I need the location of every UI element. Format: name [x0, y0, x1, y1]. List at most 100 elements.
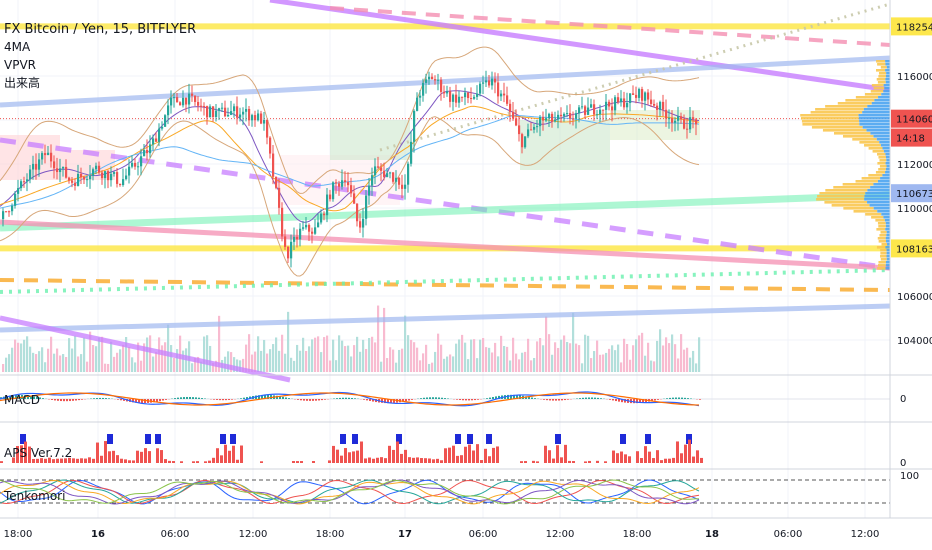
candle-body	[614, 97, 617, 111]
indicator-legend-vpvr[interactable]: VPVR	[4, 58, 36, 72]
volume-bar	[626, 344, 629, 372]
volume-bar	[467, 359, 470, 372]
candle-body	[314, 227, 317, 234]
volume-bar	[452, 356, 455, 372]
candle-body	[104, 171, 107, 179]
macd-histogram-bar	[555, 399, 557, 401]
candle-body	[539, 116, 542, 127]
volume-bar	[17, 342, 20, 372]
vpvr-bar	[877, 222, 886, 225]
macd-histogram-bar	[669, 397, 671, 399]
aps-bar	[64, 458, 67, 463]
price-tick-label: 1060000	[897, 292, 932, 303]
volume-bar	[383, 307, 386, 372]
price-axis[interactable]: 1160000114000011200001100000106000010400…	[891, 17, 932, 347]
candle-body	[230, 111, 233, 115]
candle-body	[521, 134, 524, 148]
aps-pane[interactable]	[0, 434, 703, 463]
macd-label[interactable]: MACD	[4, 393, 40, 407]
vpvr-bar	[883, 84, 890, 87]
candle-body	[89, 175, 92, 180]
vpvr-bar	[886, 231, 890, 234]
macd-histogram-bar	[609, 399, 611, 400]
candle-body	[290, 241, 293, 259]
indicator-legend-volume[interactable]: 出来高	[4, 75, 40, 90]
volume-bar	[275, 337, 278, 372]
volume-bar	[488, 347, 491, 372]
aps-bar	[196, 461, 199, 463]
time-tick-label: 18:00	[623, 529, 652, 540]
tenkomori-label[interactable]: Tenkomori	[3, 489, 65, 503]
tenkomori-pane[interactable]	[0, 479, 890, 505]
aps-bar	[372, 458, 375, 463]
volume-bar	[158, 337, 161, 372]
aps-bar	[96, 442, 99, 463]
indicator-legend-4ma[interactable]: 4MA	[4, 40, 31, 54]
macd-histogram-bar	[99, 397, 101, 399]
candle-body	[206, 106, 209, 118]
candle-body	[431, 76, 434, 80]
volume-bar	[299, 350, 302, 372]
macd-histogram-bar	[339, 397, 341, 399]
candle-body	[347, 182, 350, 186]
macd-histogram-bar	[69, 399, 71, 402]
macd-histogram-bar	[183, 397, 185, 399]
aps-bar	[644, 446, 647, 463]
aps-bar	[36, 458, 39, 463]
aps-bar	[300, 461, 303, 463]
volume-bar	[581, 363, 584, 372]
time-tick-label: 12:00	[239, 529, 268, 540]
macd-histogram-bar	[336, 398, 338, 399]
volume-bar	[440, 344, 443, 372]
volume-bar	[206, 335, 209, 372]
volume-bar	[212, 362, 215, 372]
candle-body	[326, 194, 329, 216]
aps-label[interactable]: APS Ver.7.2	[4, 446, 72, 460]
volume-bar	[56, 348, 59, 372]
volume-bar	[536, 341, 539, 372]
macd-histogram-bar	[240, 398, 242, 399]
candle-body	[476, 93, 479, 97]
macd-histogram-bar	[468, 399, 470, 401]
candle-body	[596, 114, 599, 116]
candle-body	[512, 111, 515, 119]
macd-histogram-bar	[561, 399, 563, 401]
volume-bar	[47, 348, 50, 372]
candle-body	[515, 118, 518, 126]
aps-bar	[420, 458, 423, 463]
volume-bar	[359, 351, 362, 372]
candle-body	[368, 185, 371, 196]
macd-histogram-bar	[138, 399, 140, 403]
aps-bar	[80, 458, 83, 463]
aps-bar	[428, 458, 431, 463]
candle-body	[296, 236, 299, 240]
vpvr-bar	[855, 96, 879, 99]
macd-pane[interactable]	[0, 391, 890, 407]
macd-histogram-bar	[528, 396, 530, 399]
vpvr-bar	[886, 72, 890, 75]
price-tick-label: 1100000	[897, 204, 932, 215]
vpvr-bar	[881, 93, 890, 96]
candle-body	[416, 97, 419, 111]
candle-body	[32, 163, 35, 170]
volume-bar	[236, 359, 239, 372]
aps-bar	[100, 455, 103, 463]
vpvr-bar	[801, 120, 860, 123]
macd-histogram-bar	[444, 398, 446, 399]
candle-body	[653, 103, 656, 106]
aps-bar	[356, 450, 359, 463]
time-tick-label: 17	[398, 529, 412, 540]
macd-histogram-bar	[75, 399, 77, 401]
volume-bar	[647, 342, 650, 372]
vpvr-bar	[887, 243, 890, 246]
candle-body	[224, 107, 227, 117]
volume-bar	[605, 352, 608, 372]
vpvr-bar	[879, 141, 890, 144]
candle-body	[494, 78, 497, 83]
candle-body	[599, 109, 602, 115]
vpvr-bar	[876, 69, 886, 72]
aps-bar	[260, 461, 263, 463]
candle-body	[131, 162, 134, 167]
time-axis[interactable]: 18:00 16 06:00 12:00 18:00 17 06:00 12:00 18:00 1…	[4, 529, 880, 540]
